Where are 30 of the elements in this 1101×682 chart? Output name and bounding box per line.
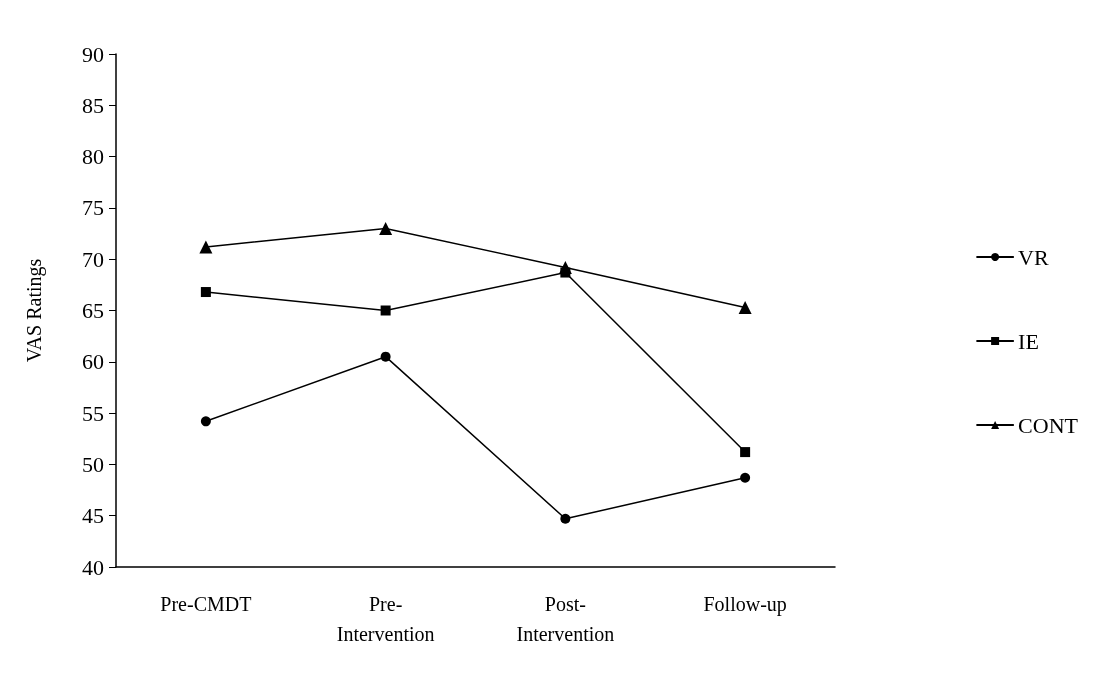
point <box>380 351 391 362</box>
y-tick-label: 80 <box>82 144 104 170</box>
point <box>560 513 571 524</box>
legend-label: VR <box>1018 244 1049 270</box>
point <box>738 300 752 314</box>
legend-label: IE <box>1018 328 1039 354</box>
y-axis-title: VAS Ratings <box>23 258 46 363</box>
point <box>199 240 213 254</box>
y-tick-label: 65 <box>82 298 104 323</box>
point <box>560 267 571 278</box>
y-tick-label: 75 <box>82 195 104 221</box>
y-tick-label: 45 <box>82 503 104 529</box>
x-tick-label: Follow-up <box>703 593 787 616</box>
legend-label: CONT <box>1018 412 1079 438</box>
y-tick-label: 70 <box>82 246 104 272</box>
point <box>200 416 211 427</box>
x-tick-label: Post-Intervention <box>516 593 615 645</box>
y-tick-label: 50 <box>82 451 104 477</box>
y-tick-label: 40 <box>82 554 104 580</box>
point <box>380 305 391 316</box>
x-tick-label: Pre-Intervention <box>336 593 435 645</box>
point <box>200 287 211 298</box>
y-tick-label: 85 <box>82 92 104 118</box>
y-tick-label: 60 <box>82 349 104 375</box>
point <box>379 221 393 235</box>
point <box>740 447 751 458</box>
x-tick-label: Pre-CMDT <box>160 593 252 615</box>
y-tick-label: 55 <box>82 400 104 426</box>
point <box>740 472 751 483</box>
y-tick-label: 90 <box>82 41 104 67</box>
